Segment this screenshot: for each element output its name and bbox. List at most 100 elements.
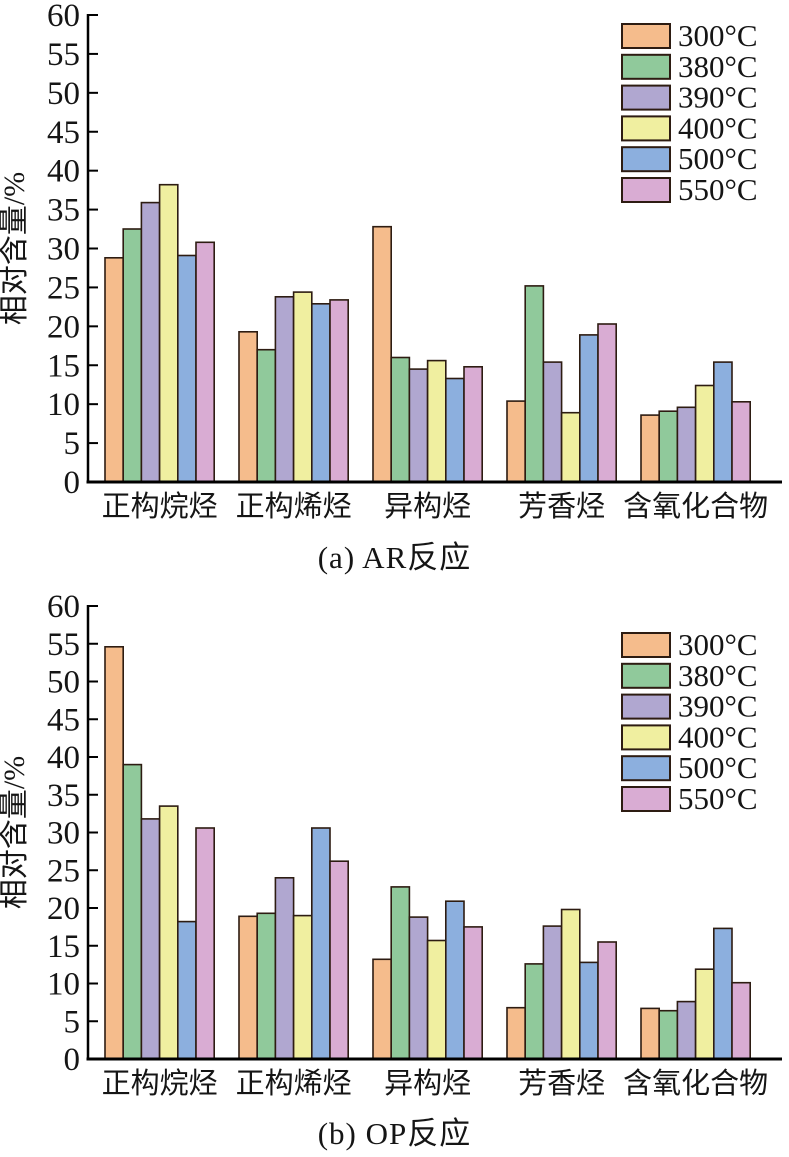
y-tick-label: 30 [47,232,80,268]
bar-550°C-芳香烃 [597,323,618,483]
y-tick-label: 20 [47,891,80,927]
bar-550°C-正构烷烃 [195,827,216,1060]
legend-label: 300°C [678,18,758,53]
y-tick-label: 50 [47,76,80,112]
bar-400°C-含氧化合物 [694,968,715,1060]
chart-b-block: 正构烷烃 正构烯烃 异构烃 芳香烃 含氧化合物 0 5 10 15 20 25 30 35 40 45 50 5… [0,581,789,1157]
bar-380°C-含氧化合物 [658,410,679,483]
bar-380°C-正构烯烃 [256,912,277,1060]
bar-380°C-含氧化合物 [658,1009,679,1060]
y-tick-label: 0 [64,465,81,501]
y-axis-title: 相对含量/% [0,756,31,909]
bar-400°C-正构烷烃 [158,805,179,1060]
bar-390°C-芳香烃 [542,361,563,483]
legend-label: 390°C [678,689,758,724]
legend-swatch-400°C [621,724,671,751]
bar-400°C-正构烷烃 [158,183,179,483]
bar-550°C-含氧化合物 [731,981,752,1060]
bar-380°C-正构烷烃 [122,228,143,483]
y-tick-label: 0 [64,1042,81,1078]
y-tick-label: 55 [47,37,80,73]
legend-swatch-390°C [621,693,671,720]
bar-400°C-异构烃 [426,939,447,1060]
legend-swatch-500°C [621,146,671,173]
bar-500°C-含氧化合物 [712,927,733,1060]
bar-500°C-芳香烃 [578,961,599,1060]
chart-b-caption: (b) OP反应 [317,1116,472,1151]
x-category-label: 正构烯烃 [236,1067,352,1100]
bar-390°C-含氧化合物 [676,406,697,483]
chart-a-block: 正构烷烃 正构烯烃 异构烃 芳香烃 含氧化合物 0 5 10 15 20 25 30 35 40 45 50 5… [0,0,782,575]
bar-500°C-异构烃 [444,377,465,483]
y-tick-label: 15 [47,348,80,384]
legend-label: 400°C [678,719,758,754]
bar-400°C-异构烃 [426,359,447,483]
bar-400°C-含氧化合物 [694,384,715,483]
legend-label: 500°C [678,141,758,176]
bar-500°C-正构烷烃 [177,920,197,1060]
y-tick-label: 60 [47,0,80,34]
bar-500°C-含氧化合物 [712,361,733,483]
y-tick-label: 35 [47,193,80,229]
legend-label: 550°C [678,172,758,207]
y-tick-label: 25 [47,270,80,306]
chart-a-caption: (a) AR反应 [317,540,472,575]
y-tick-label: 40 [47,154,80,190]
y-tick-label: 5 [64,426,81,462]
bar-300°C-正构烯烃 [238,915,259,1060]
y-tick-label: 10 [47,967,80,1003]
bar-390°C-异构烃 [408,368,429,483]
y-tick-label: 45 [47,115,80,151]
bar-390°C-正构烯烃 [274,876,295,1060]
y-tick-label: 30 [47,816,80,852]
y-tick-label: 60 [47,589,80,625]
bar-390°C-正构烯烃 [274,295,295,483]
bar-550°C-含氧化合物 [731,400,752,483]
bar-550°C-正构烯烃 [329,299,350,483]
bar-400°C-正构烯烃 [292,291,313,483]
bar-390°C-正构烷烃 [140,818,161,1060]
y-tick-label: 55 [47,627,80,663]
x-category-label: 异构烃 [384,490,471,523]
bar-390°C-含氧化合物 [676,1000,697,1060]
bar-500°C-异构烃 [444,900,465,1060]
legend-swatch-550°C [621,177,671,203]
bar-300°C-芳香烃 [506,1006,527,1060]
x-category-label: 含氧化合物 [623,1067,768,1100]
bar-500°C-芳香烃 [578,334,599,483]
y-tick-label: 40 [47,740,80,776]
legend-label: 500°C [678,750,758,785]
x-category-label: 含氧化合物 [623,490,768,523]
bar-400°C-芳香烃 [560,908,581,1060]
bar-300°C-正构烷烃 [104,646,125,1060]
legend-label: 550°C [678,781,758,816]
bar-500°C-正构烷烃 [177,254,197,483]
y-tick-label: 45 [47,702,80,738]
y-tick-label: 20 [47,309,80,345]
x-category-label: 正构烷烃 [102,1067,218,1100]
bar-300°C-异构烃 [372,225,393,483]
y-tick-label: 5 [64,1004,81,1040]
chart-b: 正构烷烃 正构烯烃 异构烃 芳香烃 含氧化合物051015202530354045505… [0,589,782,1100]
y-tick-label: 35 [47,778,80,814]
x-category-label: 芳香烃 [518,490,605,523]
bar-380°C-芳香烃 [524,963,545,1060]
legend-label: 300°C [678,627,758,662]
y-tick-label: 10 [47,387,80,423]
legend-swatch-400°C [621,115,671,142]
bar-380°C-异构烃 [390,356,411,483]
bar-400°C-正构烯烃 [292,914,313,1060]
bar-550°C-正构烷烃 [195,241,216,483]
bar-390°C-芳香烃 [542,925,563,1060]
bar-300°C-含氧化合物 [640,1007,661,1060]
x-category-label: 芳香烃 [518,1067,605,1100]
bar-380°C-芳香烃 [524,285,545,483]
bar-390°C-正构烷烃 [140,201,161,483]
bar-550°C-异构烃 [463,926,484,1060]
legend-swatch-300°C [621,632,671,658]
legend-label: 380°C [678,658,758,693]
bar-400°C-芳香烃 [560,411,581,483]
legend-swatch-380°C [621,662,671,689]
x-category-label: 异构烃 [384,1067,471,1100]
